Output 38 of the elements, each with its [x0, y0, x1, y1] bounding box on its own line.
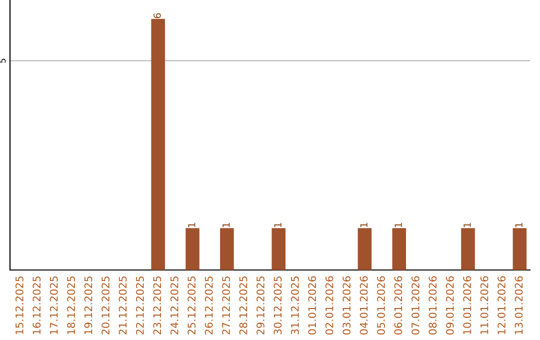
data-label: 1: [274, 222, 282, 228]
x-tick-label: 08.01.2026: [428, 276, 437, 335]
x-tick-label: 30.12.2025: [274, 276, 282, 334]
x-tick-label: 12.01.2026: [498, 276, 506, 334]
x-tick-label: 10.01.2026: [463, 276, 472, 334]
x-tick-label: 27.12.2025: [222, 276, 230, 334]
x-tick-label: 13.01.2026: [514, 276, 523, 334]
x-tick-label: 07.01.2026: [412, 276, 420, 335]
data-label: 1: [464, 222, 471, 228]
data-label: 1: [394, 222, 402, 228]
x-tick-label: 20.12.2025: [102, 276, 110, 334]
data-label: 6: [154, 13, 161, 18]
x-tick-label: 16.12.2025: [32, 276, 41, 334]
data-label: 1: [360, 222, 368, 228]
x-tick-label: 03.01.2026: [342, 276, 351, 335]
x-tick-label: 23.12.2025: [153, 276, 162, 334]
x-tick-label: 06.01.2026: [394, 276, 402, 335]
x-tick-label: 09.01.2026: [446, 276, 454, 335]
x-tick-label: 21.12.2025: [118, 276, 127, 334]
x-tick-label: 01.01.2026: [308, 276, 316, 335]
x-tick-label: 25.12.2025: [188, 276, 196, 334]
x-tick-label: 15.12.2025: [15, 276, 24, 334]
x-tick-label: 22.12.2025: [136, 276, 144, 334]
data-label: 1: [222, 222, 230, 228]
x-tick-label: 04.01.2026: [360, 276, 368, 335]
x-tick-label: 29.12.2025: [256, 276, 264, 334]
x-tick-label: 24.12.2025: [170, 276, 178, 334]
x-tick-label: 26.12.2025: [204, 276, 213, 334]
x-tick-label: 17.12.2025: [50, 276, 58, 334]
data-label: 1: [188, 222, 196, 228]
x-tick-label: 02.01.2026: [325, 276, 334, 335]
x-tick-label: 28.12.2025: [239, 276, 248, 334]
x-tick-label: 19.12.2025: [84, 276, 92, 334]
data-label: 1: [515, 222, 522, 228]
x-tick-label: 31.12.2025: [290, 276, 299, 334]
x-tick-label: 11.01.2026: [480, 276, 488, 334]
x-tick-label: 05.01.2026: [377, 276, 385, 335]
x-tick-label: 18.12.2025: [67, 276, 76, 334]
